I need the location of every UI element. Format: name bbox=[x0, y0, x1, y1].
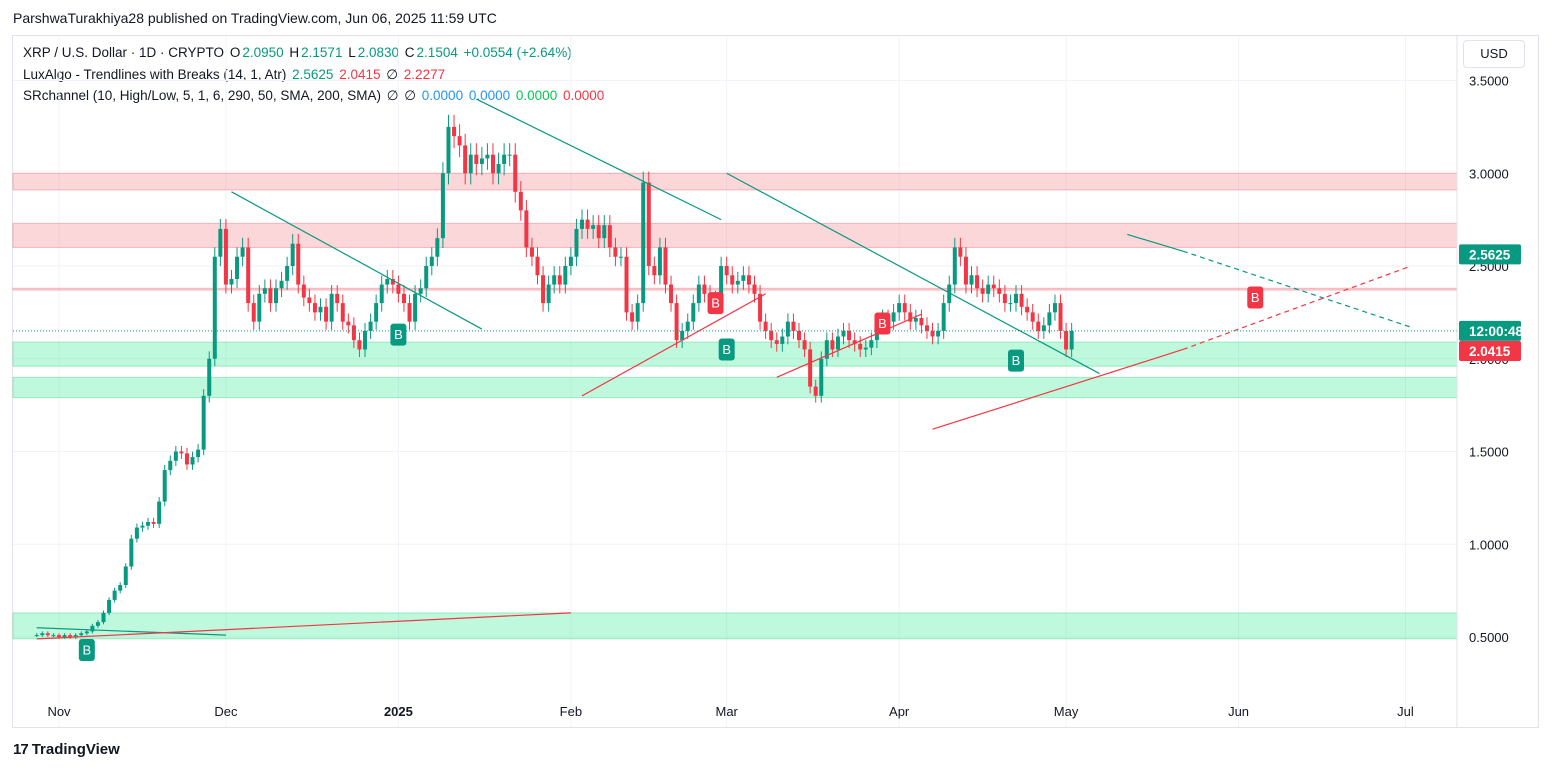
legend-srchannel-row[interactable]: SRchannel (10, High/Low, 5, 1, 6, 290, 5… bbox=[23, 88, 606, 104]
legend-high: 2.1571 bbox=[301, 45, 343, 60]
legend-luxalgo-v4: 2.2277 bbox=[403, 67, 446, 82]
legend-sr-v6: 0.0000 bbox=[562, 88, 605, 103]
legend-open: 2.0950 bbox=[242, 45, 284, 60]
legend-luxalgo-row[interactable]: LuxAlgo - Trendlines with Breaks (14, 1,… bbox=[23, 67, 447, 83]
legend-luxalgo-v1: 2.5625 bbox=[292, 67, 334, 82]
legend-o-label: O bbox=[229, 45, 241, 60]
currency-button[interactable]: USD bbox=[1463, 40, 1525, 68]
legend-symbol: XRP / U.S. Dollar · 1D · CRYPTO bbox=[23, 45, 225, 60]
legend-luxalgo-v3: ∅ bbox=[386, 67, 399, 82]
legend-symbol-row[interactable]: XRP / U.S. Dollar · 1D · CRYPTO O 2.0950 … bbox=[23, 45, 574, 60]
legend-luxalgo-v2: 2.0415 bbox=[339, 67, 381, 82]
tradingview-brand[interactable]: 17 TradingView bbox=[13, 741, 120, 758]
legend-sr-v1: ∅ bbox=[386, 88, 399, 103]
legend-sr-name: SRchannel (10, High/Low, 5, 1, 6, 290, 5… bbox=[23, 88, 381, 103]
legend-h-label: H bbox=[289, 45, 300, 60]
legend-change: +0.0554 (+2.64%) bbox=[463, 45, 572, 60]
legend-l-label: L bbox=[348, 45, 356, 60]
legend-c-label: C bbox=[404, 45, 415, 60]
legend-close: 2.1504 bbox=[416, 45, 458, 60]
chart-frame[interactable] bbox=[12, 35, 1539, 728]
tradingview-logo-icon: 17 bbox=[13, 741, 29, 758]
legend-sr-v2: ∅ bbox=[404, 88, 417, 103]
legend-sr-v3: 0.0000 bbox=[421, 88, 464, 103]
published-caption: ParshwaTurakhiya28 published on TradingV… bbox=[13, 10, 497, 26]
legend-sr-v4: 0.0000 bbox=[468, 88, 511, 103]
legend-low: 2.0830 bbox=[357, 45, 400, 60]
legend-sr-v5: 0.0000 bbox=[515, 88, 558, 103]
tradingview-brand-name: TradingView bbox=[31, 741, 120, 758]
legend-luxalgo-name: LuxAlgo - Trendlines with Breaks (14, 1,… bbox=[23, 67, 287, 82]
